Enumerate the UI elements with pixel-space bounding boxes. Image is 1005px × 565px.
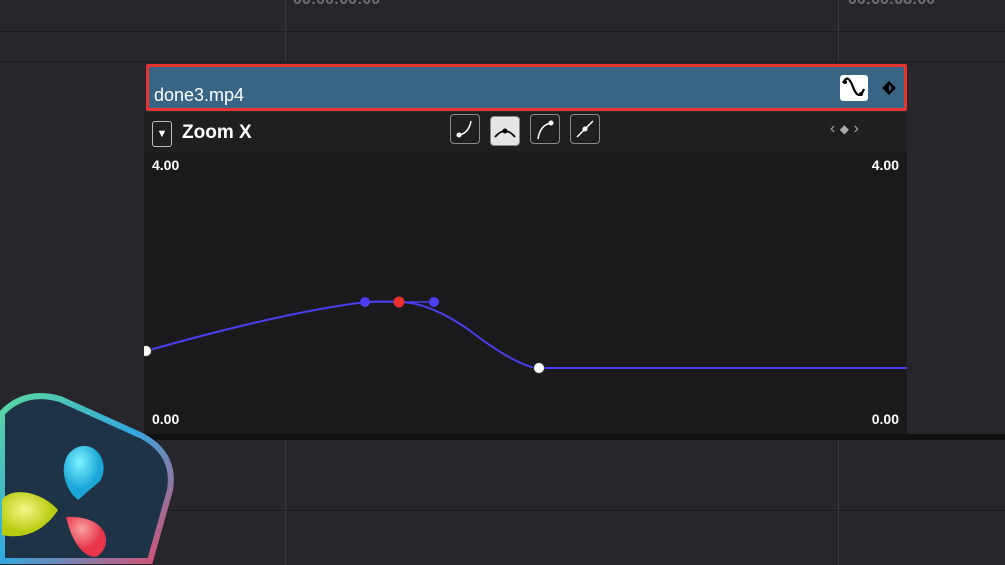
davinci-resolve-logo	[0, 393, 174, 564]
curve-graph[interactable]	[144, 112, 907, 434]
keyframe[interactable]	[533, 362, 545, 374]
clip-name: done3.mp4	[154, 85, 245, 105]
previous-keyframe-button[interactable]: ‹	[830, 120, 836, 137]
curve-editor-button[interactable]	[840, 75, 868, 101]
keyframe-curve-panel: ▼ Zoom X ‹ ◆ › 4.00 4.00 0.00 0.00	[144, 112, 907, 434]
timecode-label: 00:00:00:00	[293, 0, 380, 9]
linear-button[interactable]	[570, 114, 600, 144]
animation-curve	[145, 300, 907, 369]
parameter-name: Zoom X	[182, 122, 252, 143]
y-min-label: 0.00	[152, 411, 180, 427]
timeline-clip[interactable]: done3.mp4	[146, 64, 907, 111]
y-min-label: 0.00	[871, 411, 899, 427]
bezier-handle[interactable]	[360, 297, 370, 307]
divider	[0, 31, 1005, 32]
ease-in-icon	[456, 120, 472, 138]
grid-line	[838, 440, 839, 565]
keyframe-icon	[882, 81, 896, 95]
triangle-down-icon: ▼	[156, 128, 168, 140]
keyframe-nav: ‹ ◆ ›	[830, 120, 859, 138]
add-keyframe-button[interactable]: ◆	[839, 122, 850, 136]
ease-in-out-icon	[494, 128, 516, 138]
ease-in-button[interactable]	[450, 114, 480, 144]
bezier-handle[interactable]	[429, 297, 439, 307]
keyframe[interactable]	[144, 345, 152, 357]
divider	[0, 510, 1005, 511]
divider	[144, 434, 1005, 440]
selected-keyframe[interactable]	[393, 296, 405, 308]
divider	[0, 61, 1005, 62]
y-max-label: 4.00	[152, 157, 180, 173]
panel-header: ▼ Zoom X ‹ ◆ ›	[144, 112, 907, 152]
curve-editor-icon	[842, 77, 866, 96]
timecode-label: 00:00:08:00	[848, 0, 935, 9]
ease-in-out-button[interactable]	[490, 116, 520, 146]
linear-icon	[576, 120, 594, 138]
ease-out-button[interactable]	[530, 114, 560, 144]
y-max-label: 4.00	[871, 157, 899, 173]
parameter-dropdown[interactable]: ▼	[152, 121, 172, 147]
ease-out-icon	[537, 120, 554, 140]
keyframe-button[interactable]	[882, 81, 896, 95]
grid-line	[285, 440, 286, 565]
next-keyframe-button[interactable]: ›	[853, 120, 859, 137]
